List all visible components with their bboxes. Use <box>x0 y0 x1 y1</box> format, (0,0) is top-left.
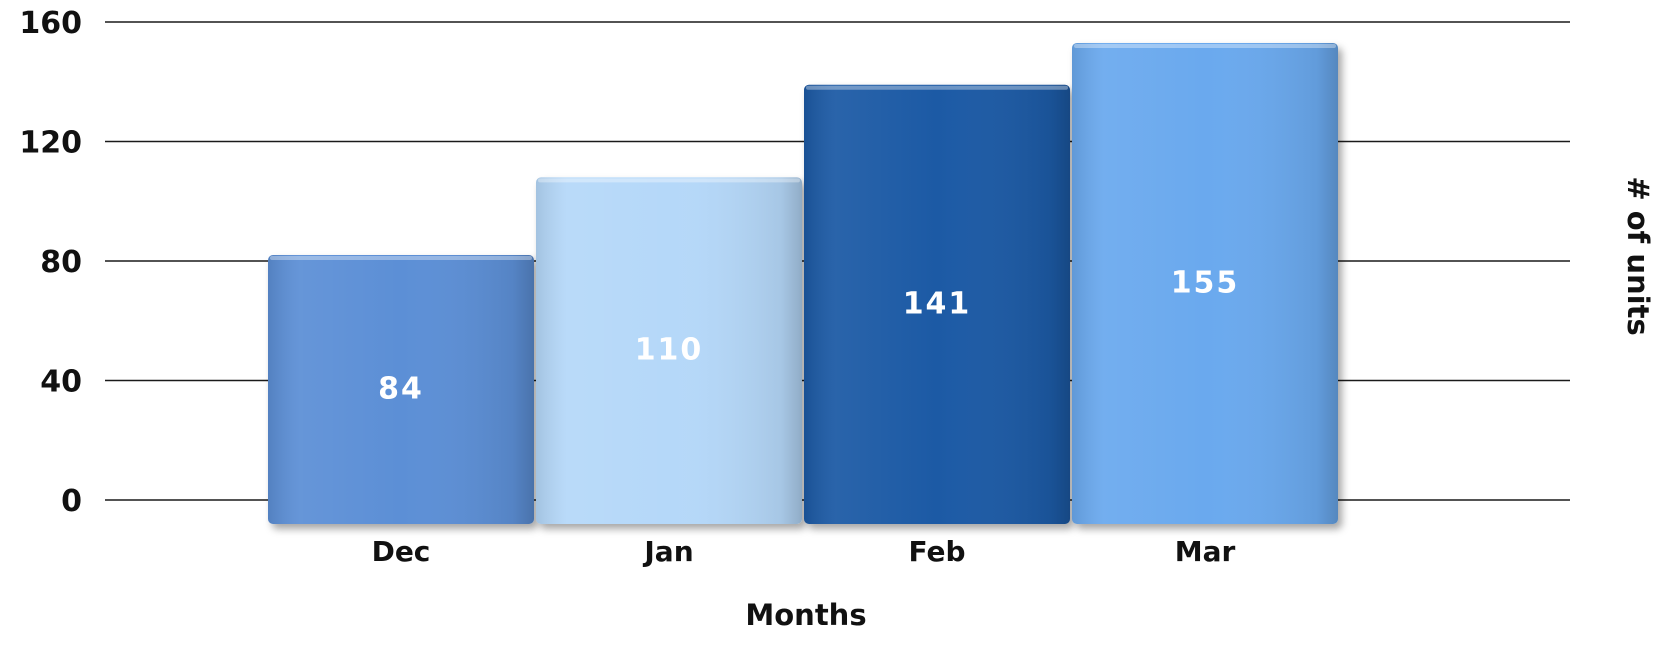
bar-value-label: 141 <box>903 286 972 321</box>
x-tick-label: Dec <box>372 535 431 568</box>
bar-highlight <box>806 86 1068 90</box>
bar-highlight <box>538 178 800 182</box>
y-tick-label: 120 <box>19 126 82 161</box>
bar-highlight <box>270 256 532 260</box>
bar-value-label: 155 <box>1171 265 1240 300</box>
y-tick-label: 40 <box>40 365 82 400</box>
bar-group-dec: 84 <box>268 255 534 524</box>
x-tick-label: Mar <box>1175 535 1236 568</box>
bar-group-feb: 141 <box>804 85 1070 524</box>
bar-value-label: 84 <box>378 372 424 407</box>
y-tick-label: 80 <box>40 245 82 280</box>
y-tick-label: 0 <box>61 484 82 519</box>
bar-group-mar: 155 <box>1072 43 1338 524</box>
x-tick-label: Feb <box>908 535 965 568</box>
x-axis-title: Months <box>745 598 866 632</box>
y-axis-title: # of units <box>1621 176 1655 335</box>
bars: 84 110 141 155 <box>268 43 1338 524</box>
bar-group-jan: 110 <box>536 177 802 524</box>
y-tick-label: 160 <box>19 6 82 41</box>
x-tick-label: Jan <box>642 535 693 568</box>
bar-highlight <box>1074 44 1336 48</box>
bar-value-label: 110 <box>635 333 704 368</box>
